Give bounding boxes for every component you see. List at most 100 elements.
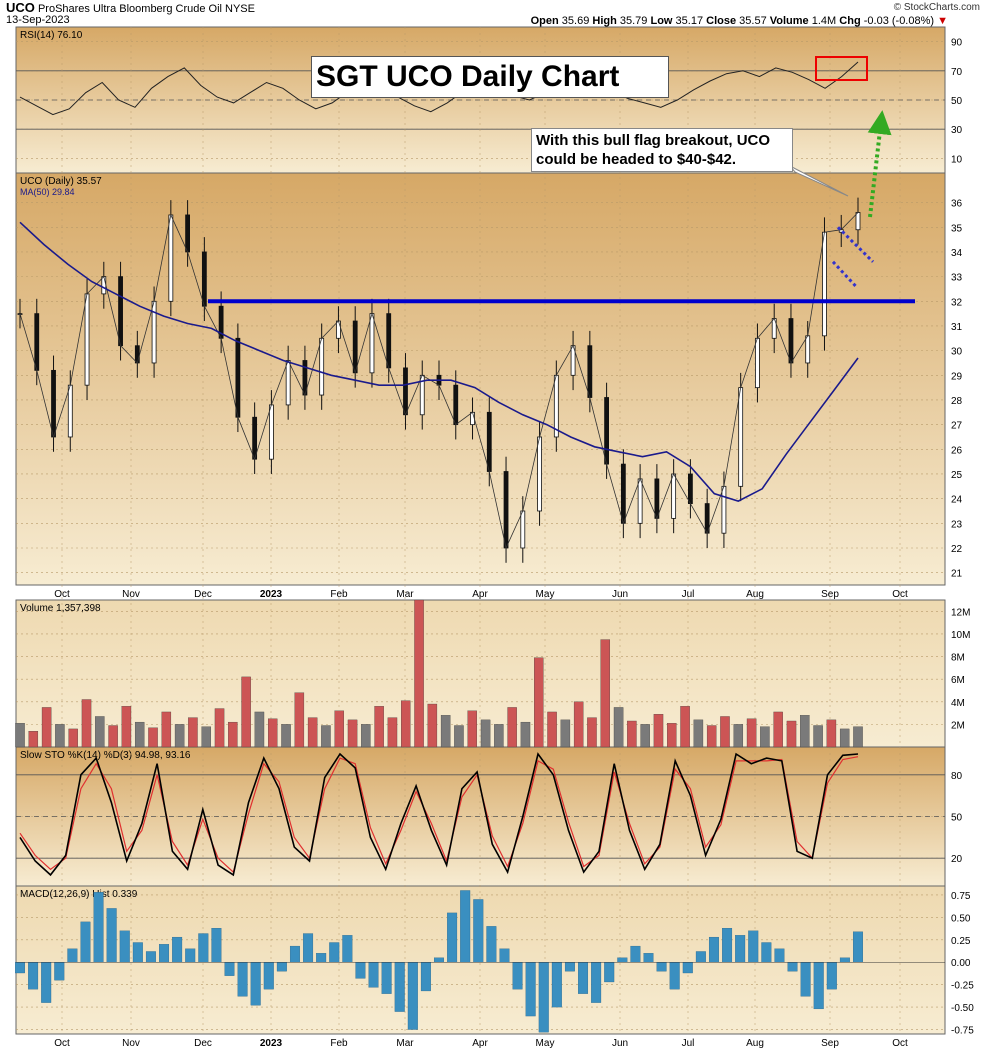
y-tick-label: 27 <box>951 421 963 432</box>
volume-bar <box>321 725 331 748</box>
x-tick-label: 2023 <box>260 1038 283 1049</box>
volume-bar <box>414 599 424 748</box>
volume-bar <box>361 724 371 748</box>
macd-hist-bar <box>250 962 261 1006</box>
volume-bar <box>760 726 770 748</box>
price-candle <box>84 293 90 386</box>
annotation-line-2: could be headed to $40-$42. <box>536 151 737 168</box>
x-tick-label: Jul <box>682 1038 695 1049</box>
volume-bar <box>547 711 557 748</box>
price-candle <box>151 300 157 364</box>
price-candle <box>453 384 459 426</box>
y-tick-label: 90 <box>951 38 963 49</box>
ohlc-readout: Open 35.69 High 35.79 Low 35.17 Close 35… <box>530 15 948 27</box>
volume-bar <box>693 719 704 748</box>
x-tick-label: Oct <box>54 1038 70 1049</box>
volume-bar <box>228 721 238 748</box>
macd-hist-bar <box>224 962 235 976</box>
macd-hist-bar <box>80 921 91 963</box>
macd-hist-bar <box>289 945 300 963</box>
volume-bar <box>587 717 597 748</box>
change-value: -0.03 (-0.08%) <box>863 15 935 27</box>
x-tick-label: Feb <box>330 589 348 600</box>
target-arrow <box>867 110 892 218</box>
x-tick-label: 2023 <box>260 589 283 600</box>
macd-hist-bar <box>41 962 52 1003</box>
macd-hist-bar <box>368 962 379 988</box>
y-tick-label: 33 <box>951 273 963 284</box>
price-candle <box>386 313 392 369</box>
y-tick-label: 23 <box>951 519 963 530</box>
volume-bar <box>454 725 464 748</box>
low-value: 35.17 <box>675 15 704 27</box>
volume-bar <box>307 717 318 748</box>
y-tick-label: 24 <box>951 495 963 506</box>
macd-hist-bar <box>263 962 274 990</box>
macd-hist-bar <box>617 957 628 963</box>
y-tick-label: 12M <box>951 607 970 618</box>
volume-bar <box>15 723 25 748</box>
x-tick-label: Sep <box>821 1038 839 1049</box>
x-tick-label: May <box>536 1038 555 1049</box>
chart-header: UCO ProShares Ultra Bloomberg Crude Oil … <box>6 0 255 15</box>
volume-bar <box>28 731 39 748</box>
y-tick-label: 36 <box>951 199 963 210</box>
volume-bar <box>560 719 571 748</box>
x-tick-label: Jun <box>612 589 628 600</box>
price-candle <box>118 276 123 347</box>
volume-bar <box>201 726 211 748</box>
ma-legend: MA(50) 29.84 <box>20 187 75 197</box>
macd-hist-bar <box>525 962 536 1017</box>
price-candle <box>855 212 861 231</box>
volume-bar <box>334 710 344 748</box>
macd-hist-bar <box>394 962 405 1012</box>
price-candle <box>319 337 325 396</box>
macd-hist-bar <box>512 962 523 990</box>
price-candle <box>520 510 526 549</box>
macd-hist-bar <box>447 912 458 963</box>
y-tick-label: 10 <box>951 154 963 165</box>
security-name: ProShares Ultra Bloomberg Crude Oil NYSE <box>37 3 255 15</box>
x-tick-label: Nov <box>122 589 140 600</box>
panel-title: UCO (Daily) 35.57 <box>20 176 102 187</box>
volume-bar <box>520 721 531 748</box>
y-tick-label: 28 <box>951 396 963 407</box>
volume-bar <box>81 699 92 748</box>
volume-bar <box>494 724 504 748</box>
price-candle <box>822 231 827 337</box>
volume-bar <box>600 639 611 748</box>
volume-bar <box>134 721 145 748</box>
volume-bar <box>573 701 584 748</box>
volume-bar <box>720 716 730 748</box>
volume-bar <box>613 707 624 748</box>
volume-bar <box>680 706 690 748</box>
volume-bar <box>148 727 158 748</box>
volume-bar <box>826 719 837 748</box>
macd-hist-bar <box>656 962 667 972</box>
volume-bar <box>653 714 664 748</box>
y-tick-label: 8M <box>951 653 965 664</box>
macd-hist-bar <box>211 928 222 963</box>
y-tick-label: 0.50 <box>951 913 971 924</box>
macd-hist-bar <box>93 892 104 963</box>
price-candle <box>688 473 693 504</box>
flag-upper-line <box>836 226 875 263</box>
x-tick-label: May <box>536 589 555 600</box>
volume-bar <box>480 719 491 748</box>
price-candle <box>51 369 56 438</box>
volume-bar <box>839 728 850 748</box>
price-candle <box>755 337 760 389</box>
price-candle <box>34 313 40 371</box>
macd-hist-bar <box>381 962 392 994</box>
macd-hist-bar <box>604 962 615 983</box>
macd-hist-bar <box>407 962 418 1030</box>
macd-hist-bar <box>748 930 759 963</box>
y-tick-label: 2M <box>951 720 965 731</box>
price-candle <box>537 436 542 512</box>
macd-hist-bar <box>787 962 798 972</box>
y-tick-label: 0.25 <box>951 936 971 947</box>
macd-hist-bar <box>682 962 693 974</box>
volume-bar <box>853 726 863 748</box>
panel-title: Slow STO %K(14) %D(3) 94.98, 93.16 <box>20 750 191 761</box>
volume-bar <box>387 717 398 748</box>
